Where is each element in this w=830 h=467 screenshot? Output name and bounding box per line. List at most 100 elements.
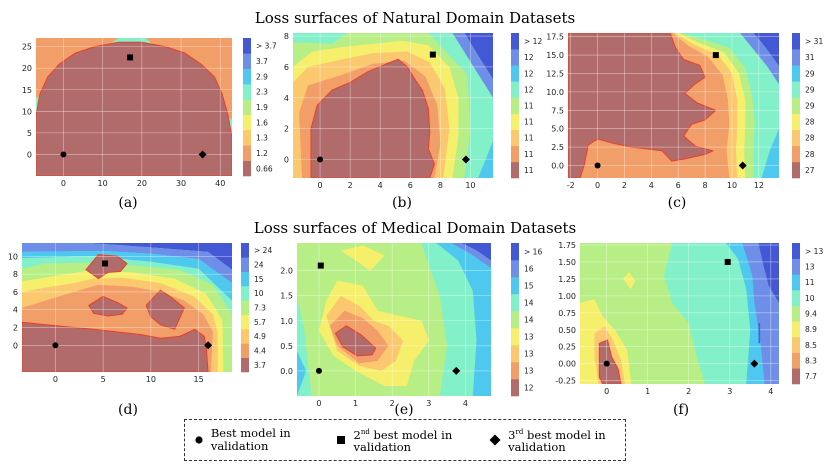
colorbar-tick-label: > 12 xyxy=(524,37,542,46)
colorbar-tick-label: 12 xyxy=(524,384,534,393)
medical-domain-title: Loss surfaces of Medical Domain Datasets xyxy=(254,219,577,237)
circle-marker-icon xyxy=(195,436,203,444)
colorbar-tick-label: 5.7 xyxy=(254,318,266,327)
colorbar-segment xyxy=(792,33,800,50)
panels: 0 10 20 30 4005101520250.661.21.31.61.92.32.… xyxy=(8,32,824,418)
colorbar-tick-label: 3.7 xyxy=(254,361,266,370)
loss-surface-panel-a: 0 10 20 30 40 0 5 10 15 20 25 0.66 1.2 1.3 1.6 1.9 2.3 2.… xyxy=(22,38,277,211)
colorbar-segment xyxy=(243,99,251,115)
colorbar-segment xyxy=(511,49,519,66)
y-tick-label: 2 xyxy=(284,125,289,134)
y-tick-label: 4 xyxy=(284,94,289,103)
colorbar-segment xyxy=(792,129,800,147)
colorbar-segment xyxy=(511,260,519,278)
colorbar-segment xyxy=(241,300,249,315)
x-tick-label: 10 xyxy=(98,179,108,188)
colorbar-segment xyxy=(792,368,800,385)
third-best-model-marker xyxy=(198,150,207,159)
x-tick-label: 10 xyxy=(146,375,156,384)
y-tick-label: 1.25 xyxy=(558,275,576,284)
contour-area xyxy=(580,243,779,384)
colorbar-tick-label: 13 xyxy=(524,333,534,342)
x-tick-label: 20 xyxy=(137,179,147,188)
contour-region xyxy=(568,33,717,178)
y-tick-label: 8 xyxy=(13,270,18,279)
legend-label-second: 2nd best model in validation xyxy=(353,426,471,455)
colorbar-segment xyxy=(792,337,800,353)
y-tick-label: 1.00 xyxy=(558,292,576,301)
x-tick-label: 0 xyxy=(316,399,321,408)
colorbar-segment xyxy=(241,243,249,258)
contour-region xyxy=(461,243,491,261)
x-tick-label: 4 xyxy=(463,399,468,408)
y-tick-label: 1.75 xyxy=(558,241,576,250)
y-tick-label: 6 xyxy=(284,63,289,72)
colorbar-tick-label: 8.5 xyxy=(805,341,817,350)
y-tick-label: 1.50 xyxy=(558,258,576,267)
colorbar-tick-label: > 13 xyxy=(805,247,823,256)
panel-label: (f) xyxy=(673,402,689,418)
colorbar-tick-label: 1.2 xyxy=(256,149,268,158)
contour-region xyxy=(753,33,779,67)
colorbar-segment xyxy=(792,49,800,66)
best-model-marker xyxy=(52,342,59,349)
colorbar-segment xyxy=(792,145,800,163)
panel-label: (c) xyxy=(668,195,687,211)
y-tick-label: 6 xyxy=(13,288,18,297)
colorbar-tick-label: 4.9 xyxy=(254,332,266,341)
colorbar-segment xyxy=(241,357,249,373)
contour-area xyxy=(297,243,491,396)
colorbar-segment xyxy=(792,290,800,306)
x-tick-label: -2 xyxy=(567,181,575,190)
colorbar-segment xyxy=(511,362,519,380)
colorbar-tick-label: 14 xyxy=(524,316,534,325)
x-tick-label: 0 xyxy=(595,181,600,190)
x-tick-label: 5 xyxy=(101,375,106,384)
third-best-model-marker xyxy=(738,161,747,170)
x-tick-label: 15 xyxy=(193,375,203,384)
y-tick-label: 1.5 xyxy=(280,292,293,301)
legend-item-third: 3rd best model in validation xyxy=(489,426,616,455)
colorbar-segment xyxy=(792,81,800,98)
colorbar-tick-label: 2.3 xyxy=(256,88,268,97)
y-tick-label: 2.0 xyxy=(280,267,293,276)
colorbar-segment xyxy=(241,343,249,358)
second-best-model-marker xyxy=(429,51,436,58)
colorbar-tick-label: > 24 xyxy=(254,246,272,255)
legend-second-prefix: 2 xyxy=(353,427,361,442)
colorbar-tick-label: 9.4 xyxy=(805,310,817,319)
contour-region xyxy=(623,272,636,290)
x-tick-label: 1 xyxy=(353,399,358,408)
y-tick-label: 15.0 xyxy=(546,51,564,60)
y-tick-label: 4 xyxy=(13,306,18,315)
contour-region xyxy=(598,339,622,384)
y-tick-label: 0.0 xyxy=(280,367,293,376)
y-tick-label: 0.50 xyxy=(558,326,576,335)
colorbar-tick-label: 0.66 xyxy=(256,164,273,173)
panel-label: (d) xyxy=(118,402,138,418)
colorbar-tick-label: 29 xyxy=(805,69,815,78)
colorbar-segment xyxy=(511,161,519,179)
third-best-model-marker xyxy=(452,366,461,375)
colorbar-tick-label: 28 xyxy=(805,118,815,127)
x-tick-label: 0 xyxy=(61,179,66,188)
legend-third-sup: rd xyxy=(515,427,524,436)
contour-region xyxy=(85,254,128,280)
colorbar-segment xyxy=(243,84,251,100)
y-tick-label: 10 xyxy=(8,252,18,261)
colorbar-tick-label: 1.3 xyxy=(256,134,268,143)
colorbar-segment xyxy=(243,53,251,69)
colorbar-tick-label: 11 xyxy=(524,102,534,111)
x-tick-label: 8 xyxy=(438,181,443,190)
x-tick-label: 4 xyxy=(378,181,383,190)
x-tick-label: 4 xyxy=(768,387,773,396)
legend-label-best: Best model in validation xyxy=(210,426,291,453)
colorbar-segment xyxy=(243,160,251,177)
colorbar-tick-label: 28 xyxy=(805,134,815,143)
loss-surface-panel-f: 0 1 2 3 4 -0.25 0.00 0.25 0.50 0.75 1.00 1.25 1.50 1.… xyxy=(555,241,823,418)
x-tick-label: 40 xyxy=(215,179,225,188)
colorbar-segment xyxy=(511,113,519,130)
colorbar-tick-label: 14 xyxy=(524,299,534,308)
colorbar-tick-label: 11 xyxy=(524,118,534,127)
y-tick-label: 0.5 xyxy=(280,342,293,351)
